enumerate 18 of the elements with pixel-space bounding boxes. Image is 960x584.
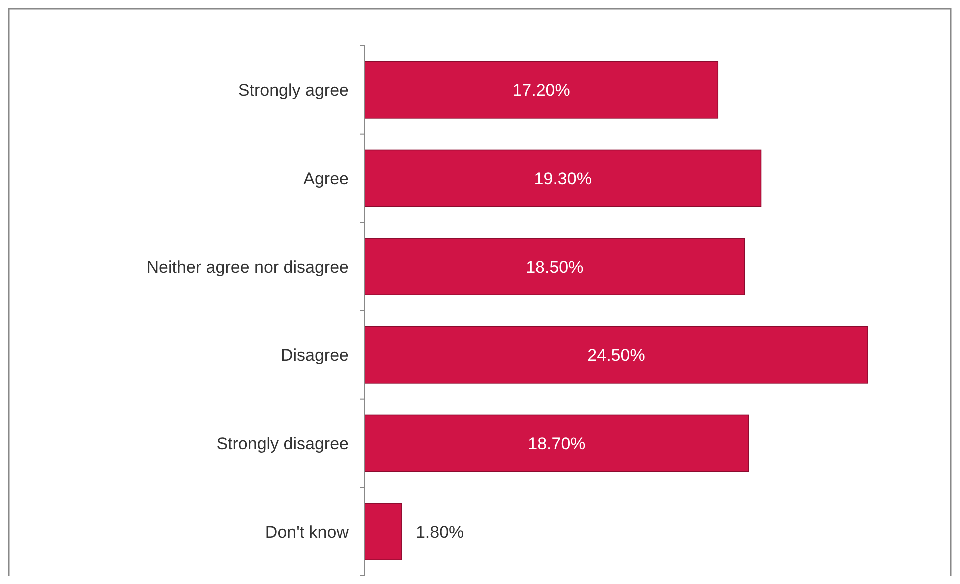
y-tick-label: Disagree xyxy=(280,346,349,366)
bar xyxy=(364,326,868,384)
y-tick-label: Strongly disagree xyxy=(216,434,349,454)
data-label: 18.50% xyxy=(526,258,584,277)
data-label: 19.30% xyxy=(534,169,592,188)
bar xyxy=(364,150,762,208)
bar xyxy=(364,414,750,472)
data-label: 17.20% xyxy=(512,81,570,100)
y-tick-label: Agree xyxy=(304,169,349,188)
data-label: 24.50% xyxy=(588,346,646,366)
bar xyxy=(364,503,402,560)
bar xyxy=(364,62,719,119)
data-label: 18.70% xyxy=(528,434,586,454)
y-tick-label: Neither agree nor disagree xyxy=(146,258,349,277)
bar xyxy=(364,238,746,296)
data-label: 1.80% xyxy=(416,522,464,542)
y-tick-label: Strongly agree xyxy=(238,81,349,100)
y-tick-label: Don't know xyxy=(265,522,350,542)
